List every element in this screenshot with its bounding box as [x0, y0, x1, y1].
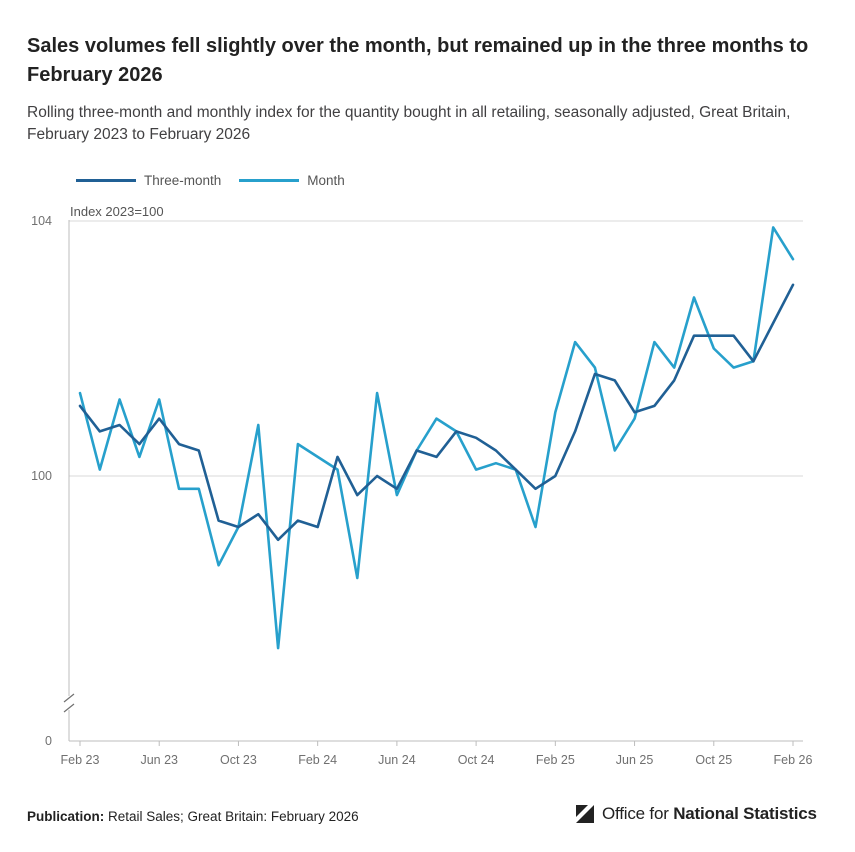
ons-logo-icon: [576, 805, 594, 823]
x-tick-label-Jun-23: Jun 23: [140, 753, 178, 767]
grid-layer: [69, 220, 803, 477]
series-line-month: [78, 226, 795, 650]
y-tick-label-0: 0: [45, 734, 52, 748]
x-tick-label-Feb-26: Feb 26: [774, 753, 813, 767]
ons-logo[interactable]: Office for National Statistics: [574, 803, 817, 825]
axis-break-mark-1: [63, 693, 75, 703]
legend-label-three-month: Three-month: [144, 173, 222, 188]
chart-title: Sales volumes fell slightly over the mon…: [27, 35, 809, 86]
series-layer: [78, 226, 795, 650]
x-tick-label-Feb-25: Feb 25: [536, 753, 575, 767]
legend-swatch-month: [239, 179, 300, 182]
y-axis-label: Index 2023=100: [70, 204, 164, 219]
series-line-three-month: [78, 283, 795, 542]
x-tick-label-Feb-24: Feb 24: [298, 753, 337, 767]
legend-item-three-month: Three-month: [76, 173, 221, 188]
legend-label-month: Month: [307, 173, 345, 188]
x-tick-label-Feb-23: Feb 23: [61, 753, 100, 767]
y-tick-label-104: 104: [31, 214, 52, 228]
y-tick-label-100: 100: [31, 469, 52, 483]
axis-layer: 104 100 0 Feb 23 Jun 23 Oct 23 Feb 24 Jun 24 Oct…: [31, 214, 812, 767]
chart-subtitle: Rolling three-month and monthly index fo…: [27, 104, 791, 143]
x-tick-label-Jun-24: Jun 24: [378, 753, 416, 767]
x-tick-label-Oct-24: Oct 24: [458, 753, 495, 767]
axis-break-mark-2: [63, 703, 75, 713]
ons-logo-text: Office for National Statistics: [602, 804, 817, 823]
x-tick-label-Jun-25: Jun 25: [616, 753, 654, 767]
line-chart: 104 100 0 Feb 23 Jun 23 Oct 23 Feb 24 Jun 24 Oct…: [31, 204, 812, 767]
legend-item-month: Month: [239, 173, 345, 188]
legend-swatch-three-month: [76, 179, 136, 182]
chart-legend: Three-month Month: [76, 173, 363, 188]
publication-value[interactable]: Retail Sales; Great Britain: February 20…: [108, 809, 359, 824]
x-tick-label-Oct-23: Oct 23: [220, 753, 257, 767]
x-tick-label-Oct-25: Oct 25: [695, 753, 732, 767]
publication-footer: Publication: Retail Sales; Great Britain…: [27, 809, 359, 824]
publication-label: Publication:: [27, 809, 105, 824]
